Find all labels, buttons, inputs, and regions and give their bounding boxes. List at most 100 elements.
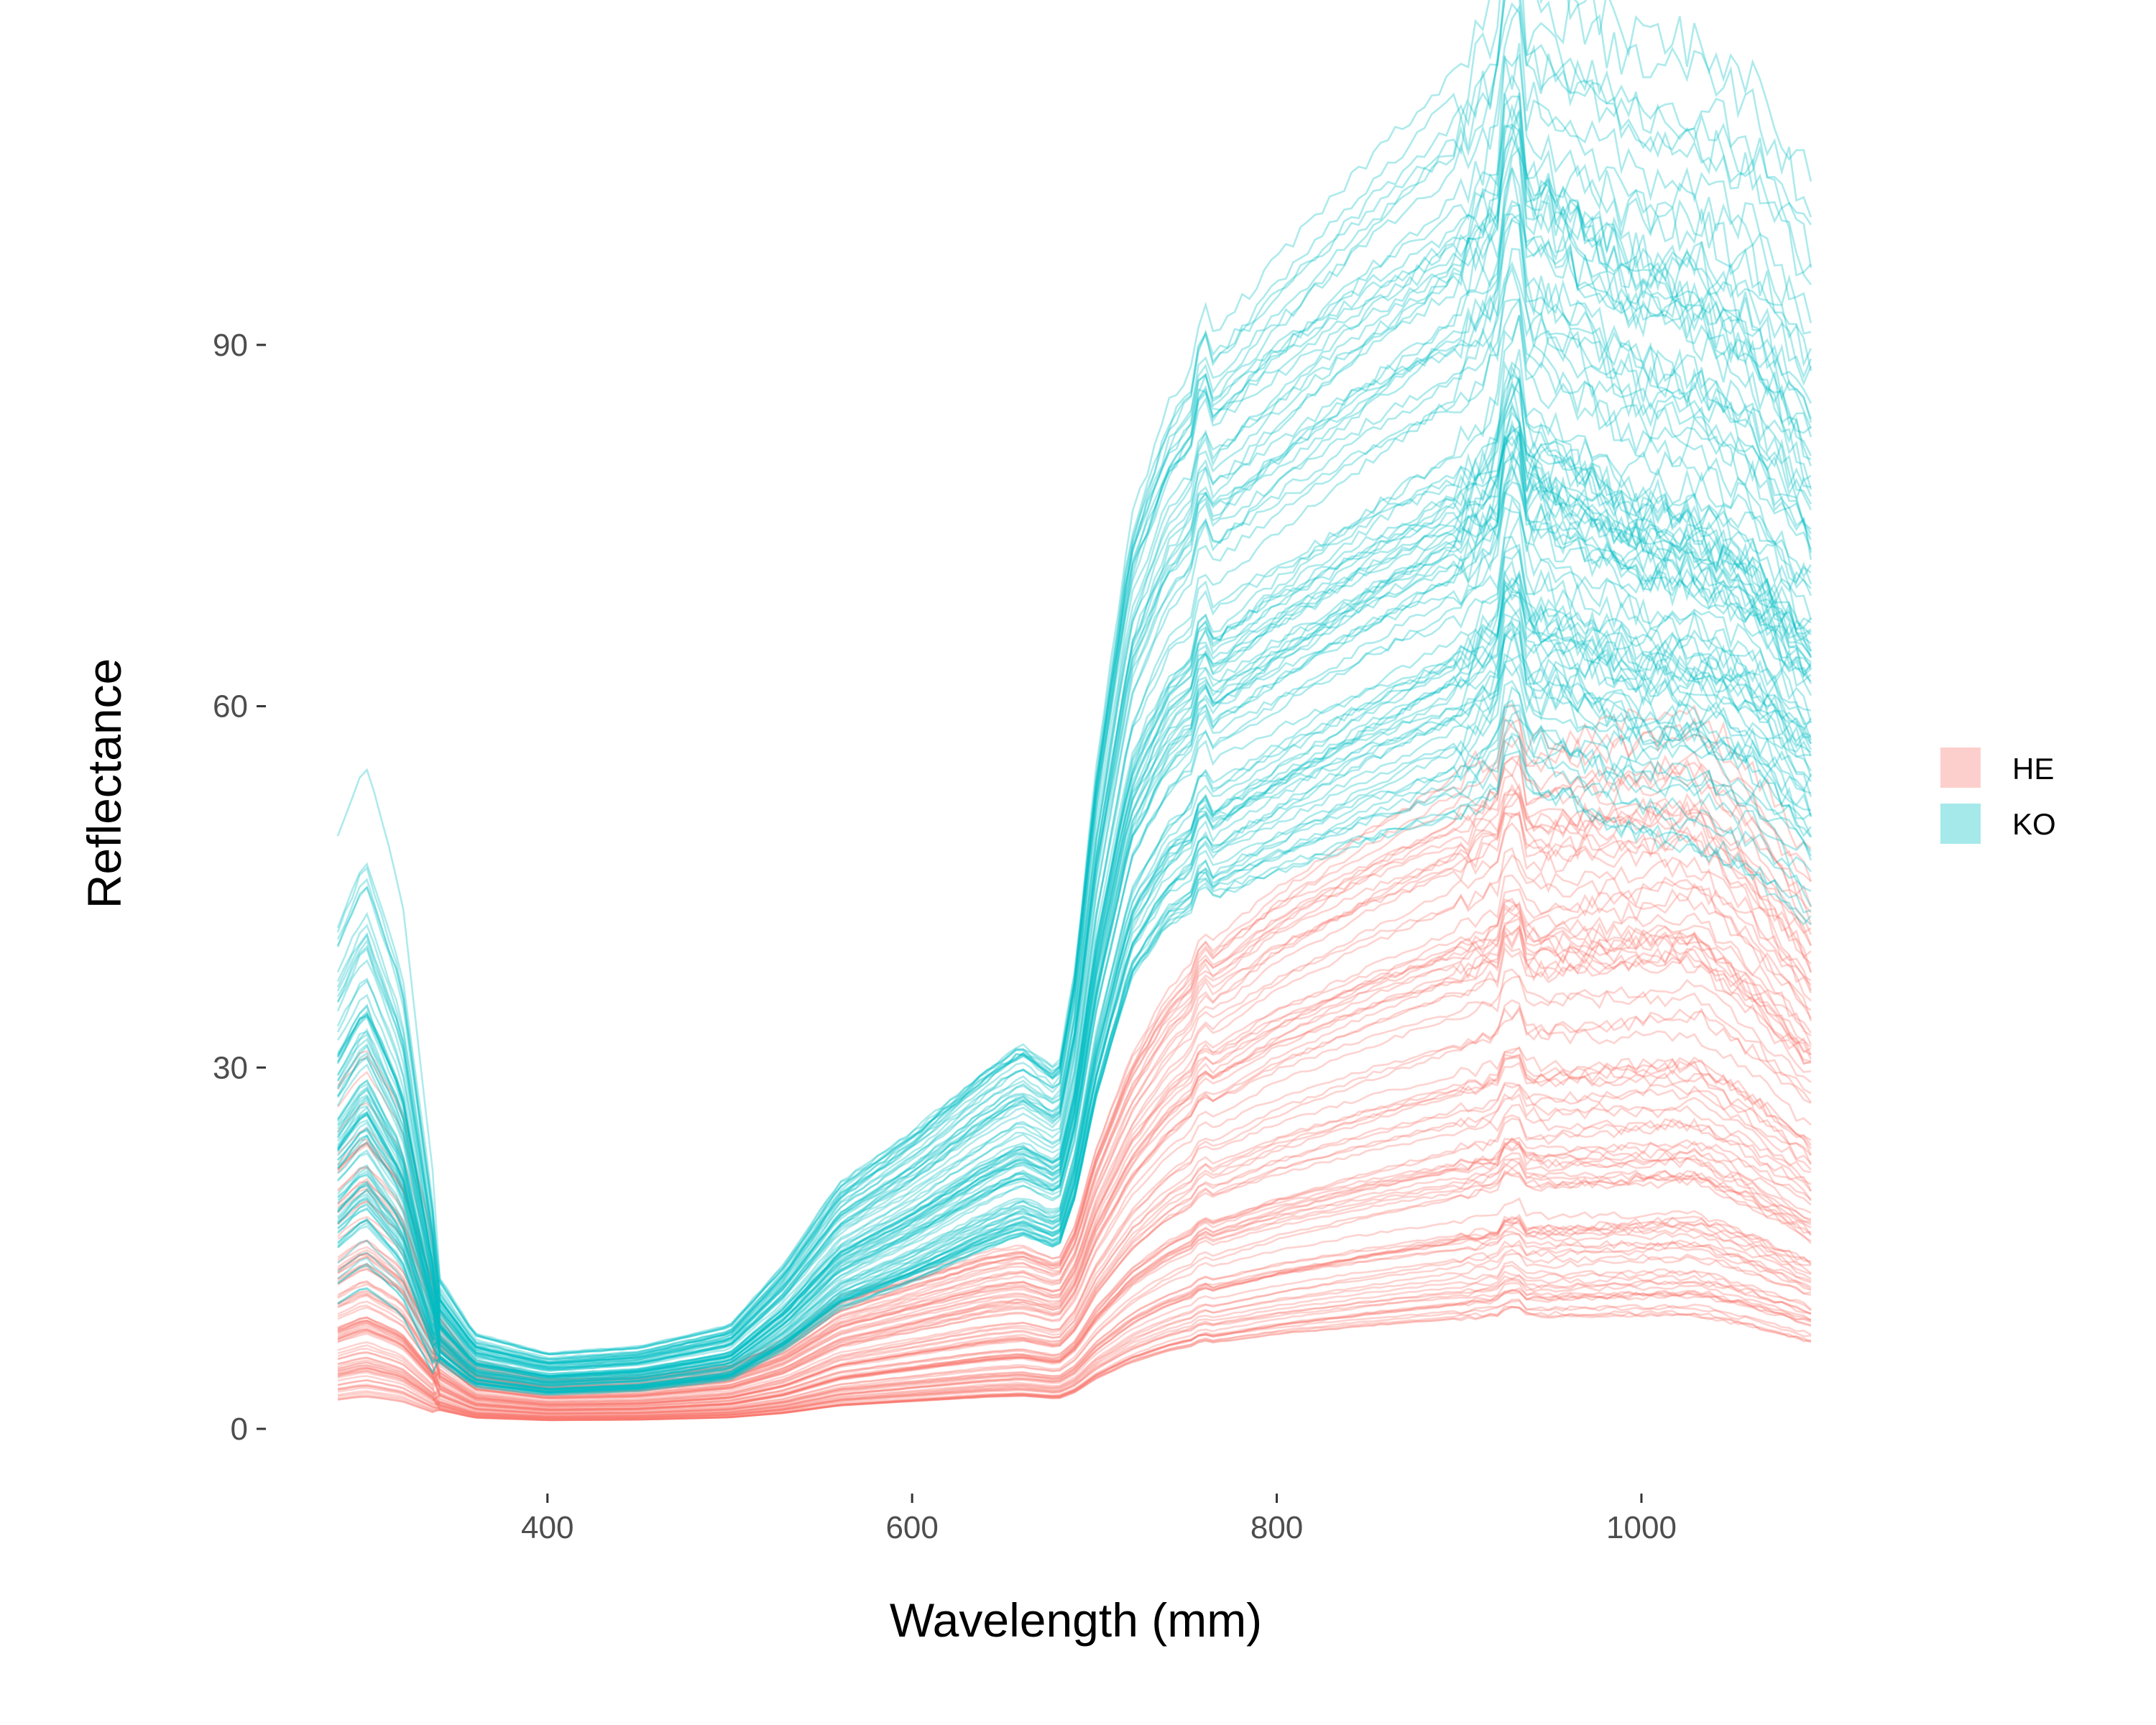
- x-tick-label: 1000: [1606, 1510, 1677, 1545]
- spectrum-line: [337, 574, 1811, 1388]
- spectrum-line: [336, 454, 1812, 1379]
- spectrum-line: [337, 1167, 1812, 1411]
- spectrum-line: [336, 111, 1812, 1373]
- spectrum-line: [337, 315, 1812, 1383]
- spectrum-line: [337, 975, 1812, 1395]
- spectrum-line: [337, 428, 1812, 1384]
- spectrum-line: [337, 364, 1812, 1370]
- spectrum-line: [337, 548, 1812, 1393]
- spectrum-line: [337, 1103, 1812, 1405]
- spectrum-line: [337, 1225, 1812, 1415]
- spectrum-line: [336, 314, 1812, 1380]
- spectrum-line: [337, 910, 1812, 1397]
- spectrum-line: [336, 121, 1812, 1371]
- spectrum-line: [337, 1197, 1811, 1413]
- spectrum-line: [336, 463, 1812, 1384]
- spectrum-line: [336, 450, 1812, 1378]
- spectrum-line: [337, 878, 1812, 1399]
- spectrum-line: [337, 1136, 1812, 1408]
- spectrum-line: [337, 1140, 1812, 1408]
- spectrum-line: [336, 793, 1812, 1381]
- spectrum-line: [337, 755, 1812, 1389]
- spectrum-line: [337, 854, 1812, 1392]
- y-tick-label: 0: [231, 1412, 248, 1447]
- spectrum-line: [337, 822, 1812, 1393]
- spectrum-line: [337, 1289, 1812, 1422]
- spectrum-line: [337, 916, 1812, 1397]
- spectrum-line: [337, 783, 1812, 1390]
- spectrum-line: [337, 719, 1812, 1391]
- spectrum-line: [336, 428, 1812, 1375]
- spectrum-line: [336, 0, 1812, 1361]
- spectrum-line: [337, 874, 1812, 1394]
- spectrum-line: [336, 506, 1812, 1378]
- spectrum-line: [336, 424, 1812, 1377]
- spectrum-line: [336, 410, 1812, 1371]
- spectrum-line: [337, 1005, 1812, 1404]
- spectrum-line: [337, 1306, 1812, 1421]
- spectrum-line: [337, 699, 1812, 1394]
- spectrum-line: [337, 1282, 1812, 1419]
- spectrum-line: [336, 349, 1812, 1379]
- spectrum-line: [337, 376, 1812, 1378]
- legend-key-he: [1940, 748, 1981, 788]
- spectrum-line: [336, 433, 1812, 1379]
- spectrum-line: [337, 1273, 1812, 1420]
- spectrum-line: [337, 1252, 1812, 1420]
- spectrum-line: [336, 463, 1812, 1384]
- spectrum-line: [336, 123, 1812, 1356]
- spectrum-line: [336, 135, 1812, 1368]
- spectrum-line: [337, 1270, 1812, 1420]
- spectrum-line: [336, 73, 1812, 1356]
- spectrum-line: [336, 361, 1812, 1382]
- spectrum-line: [337, 1053, 1812, 1407]
- spectrum-line: [337, 1220, 1812, 1416]
- spectrum-line: [337, 924, 1811, 1390]
- spectrum-line: [337, 1233, 1812, 1415]
- spectrum-line: [336, 4, 1812, 1361]
- spectrum-line: [337, 595, 1812, 1391]
- spectrum-line: [337, 1260, 1812, 1418]
- spectrum-line: [337, 1298, 1812, 1421]
- spectrum-line: [337, 947, 1812, 1398]
- spectrum-line: [337, 1277, 1812, 1422]
- spectrum-line: [337, 686, 1812, 1389]
- spectrum-line: [336, 773, 1812, 1378]
- spectrum-line: [336, 266, 1812, 1377]
- spectrum-line: [337, 1169, 1812, 1415]
- spectrum-line: [337, 1159, 1812, 1409]
- y-tick-label: 30: [213, 1050, 248, 1085]
- spectrum-line: [337, 582, 1812, 1394]
- spectrum-line: [337, 754, 1812, 1385]
- x-tick-label: 600: [885, 1510, 938, 1545]
- y-tick-label: 60: [213, 689, 248, 724]
- spectrum-line: [337, 999, 1812, 1403]
- spectrum-line: [337, 1046, 1812, 1404]
- spectrum-line: [337, 1215, 1812, 1418]
- spectrum-line: [337, 52, 1812, 1364]
- spectrum-line: [336, 128, 1812, 1356]
- spectrum-line: [337, 0, 1812, 1368]
- spectrum-line: [336, 247, 1812, 1368]
- spectrum-line: [336, 627, 1812, 1387]
- spectrum-line: [337, 718, 1812, 1383]
- spectrum-line: [337, 925, 1812, 1399]
- spectrum-line: [336, 901, 1812, 1390]
- spectrum-line: [337, 1053, 1812, 1402]
- spectrum-line: [337, 1230, 1812, 1414]
- spectrum-line: [337, 1114, 1812, 1412]
- spectrum-line: [336, 0, 1812, 1363]
- spectrum-line: [337, 593, 1812, 1394]
- spectrum-line: [337, 621, 1812, 1394]
- spectrum-line: [337, 579, 1812, 1393]
- spectrum-line: [337, 704, 1812, 1394]
- spectrum-line: [337, 892, 1812, 1399]
- y-tick-label: 90: [213, 328, 248, 363]
- spectrum-line: [337, 716, 1812, 1387]
- spectrum-line: [337, 1146, 1812, 1408]
- x-axis: 400 600 800 1000: [521, 1494, 1677, 1545]
- spectrum-line: [337, 1056, 1812, 1406]
- spectrum-line: [337, 1243, 1812, 1417]
- spectrum-line: [336, 788, 1812, 1381]
